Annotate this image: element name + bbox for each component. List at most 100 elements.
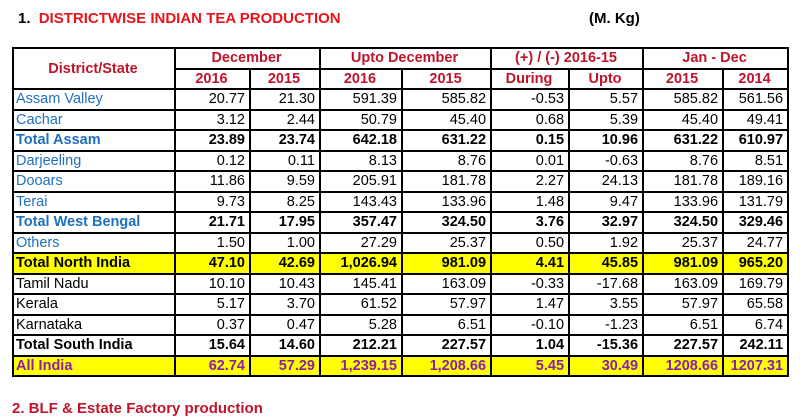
table-cell: 561.56	[722, 88, 790, 111]
table-cell: 3.70	[249, 293, 321, 316]
title-number: 1.	[18, 10, 31, 27]
unit-label: (M. Kg)	[589, 10, 640, 27]
table-row: Total North India 47.10 42.69 1,026.94 981.0…	[12, 252, 790, 275]
subcol-header: 2016	[174, 67, 251, 90]
table-cell: 145.41	[319, 272, 403, 295]
table-cell: 585.82	[642, 88, 725, 111]
table-cell: 631.22	[642, 129, 725, 152]
table-cell: 14.60	[249, 334, 321, 357]
table-cell: -15.36	[568, 334, 645, 357]
table-cell: 5.28	[319, 313, 403, 336]
table-cell: 631.22	[400, 129, 493, 152]
table-cell: 50.79	[319, 108, 403, 131]
table-cell: 27.29	[319, 231, 403, 254]
table-row: Total West Bengal 21.71 17.95 357.47 324.50 3…	[12, 211, 790, 234]
table-cell: 1207.31	[722, 354, 790, 377]
table-cell: 242.11	[722, 334, 790, 357]
table-cell: 10.10	[174, 272, 251, 295]
table-cell: 181.78	[642, 170, 725, 193]
table-cell: 2.44	[249, 108, 321, 131]
table-row: Tamil Nadu 10.10 10.43 145.41 163.09 -0.33 -17…	[12, 272, 790, 295]
table-cell: 329.46	[722, 211, 790, 234]
table-cell: 20.77	[174, 88, 251, 111]
table-cell: 143.43	[319, 190, 403, 213]
table-cell: 131.79	[722, 190, 790, 213]
table-cell: 23.89	[174, 129, 251, 152]
table-cell: 642.18	[319, 129, 403, 152]
table-cell: 32.97	[568, 211, 645, 234]
table-cell: 163.09	[642, 272, 725, 295]
title-text: DISTRICTWISE INDIAN TEA PRODUCTION	[38, 10, 341, 27]
table-cell: 30.49	[568, 354, 645, 377]
table-cell: -0.53	[490, 88, 571, 111]
table-cell: 324.50	[400, 211, 493, 234]
table-cell: 0.15	[490, 129, 571, 152]
table-row: Cachar 3.12 2.44 50.79 45.40 0.68 5.39 45.40 49.…	[12, 108, 790, 131]
table-row: Total South India 15.64 14.60 212.21 227.57 1…	[12, 334, 790, 357]
table-cell: 1.04	[490, 334, 571, 357]
table-cell: 1.00	[249, 231, 321, 254]
subcol-header: Upto	[568, 67, 645, 90]
header-row-groups: District/State December Upto December (+…	[12, 47, 790, 90]
table-cell: 0.37	[174, 313, 251, 336]
table-cell: -17.68	[568, 272, 645, 295]
table-cell: 24.13	[568, 170, 645, 193]
table-cell: 11.86	[174, 170, 251, 193]
table-cell: 45.40	[642, 108, 725, 131]
table-cell: 205.91	[319, 170, 403, 193]
table-row: Others 1.50 1.00 27.29 25.37 0.50 1.92 25.37 24.…	[12, 231, 790, 254]
table-cell: 227.57	[400, 334, 493, 357]
table-cell: 0.47	[249, 313, 321, 336]
table-cell: 212.21	[319, 334, 403, 357]
table-cell: 227.57	[642, 334, 725, 357]
table-row: Assam Valley 20.77 21.30 591.39 585.82 -0.53 5…	[12, 88, 790, 111]
table-cell: 1.48	[490, 190, 571, 213]
table-cell: 57.29	[249, 354, 321, 377]
row-label: Total Assam	[12, 129, 176, 152]
table-cell: 1.50	[174, 231, 251, 254]
table-cell: 47.10	[174, 252, 251, 275]
table-cell: 21.30	[249, 88, 321, 111]
row-label: Cachar	[12, 108, 176, 131]
table-cell: 6.51	[400, 313, 493, 336]
table-cell: 981.09	[642, 252, 725, 275]
table-cell: 9.73	[174, 190, 251, 213]
group-header: Jan - Dec	[642, 47, 790, 70]
table-cell: 1,208.66	[400, 354, 493, 377]
table-cell: 163.09	[400, 272, 493, 295]
subcol-header: 2014	[722, 67, 790, 90]
row-label: Darjeeling	[12, 149, 176, 172]
table-cell: 324.50	[642, 211, 725, 234]
table-cell: 189.16	[722, 170, 790, 193]
table-cell: 9.59	[249, 170, 321, 193]
table-cell: 8.25	[249, 190, 321, 213]
row-label: Terai	[12, 190, 176, 213]
table-cell: 15.64	[174, 334, 251, 357]
table-cell: 133.96	[400, 190, 493, 213]
table-cell: 6.74	[722, 313, 790, 336]
table-cell: 1208.66	[642, 354, 725, 377]
table-cell: 8.13	[319, 149, 403, 172]
tea-production-table: District/State December Upto December (+…	[12, 47, 790, 377]
table-cell: -0.63	[568, 149, 645, 172]
table-cell: 45.85	[568, 252, 645, 275]
table-row: Dooars 11.86 9.59 205.91 181.78 2.27 24.13 181.…	[12, 170, 790, 193]
table-cell: 0.01	[490, 149, 571, 172]
table-cell: 0.68	[490, 108, 571, 131]
subcol-header: 2015	[249, 67, 321, 90]
table-cell: 610.97	[722, 129, 790, 152]
subcol-header: 2015	[642, 67, 725, 90]
subcol-header: During	[490, 67, 571, 90]
table-cell: 3.55	[568, 293, 645, 316]
group-header: (+) / (-) 2016-15	[490, 47, 645, 70]
table-cell: 8.76	[642, 149, 725, 172]
group-header: December	[174, 47, 321, 70]
table-cell: 1.47	[490, 293, 571, 316]
table-cell: 24.77	[722, 231, 790, 254]
table-cell: 23.74	[249, 129, 321, 152]
table-cell: 17.95	[249, 211, 321, 234]
table-cell: 3.76	[490, 211, 571, 234]
table-cell: 3.12	[174, 108, 251, 131]
table-cell: 8.76	[400, 149, 493, 172]
table-row: Total Assam 23.89 23.74 642.18 631.22 0.15 10.…	[12, 129, 790, 152]
